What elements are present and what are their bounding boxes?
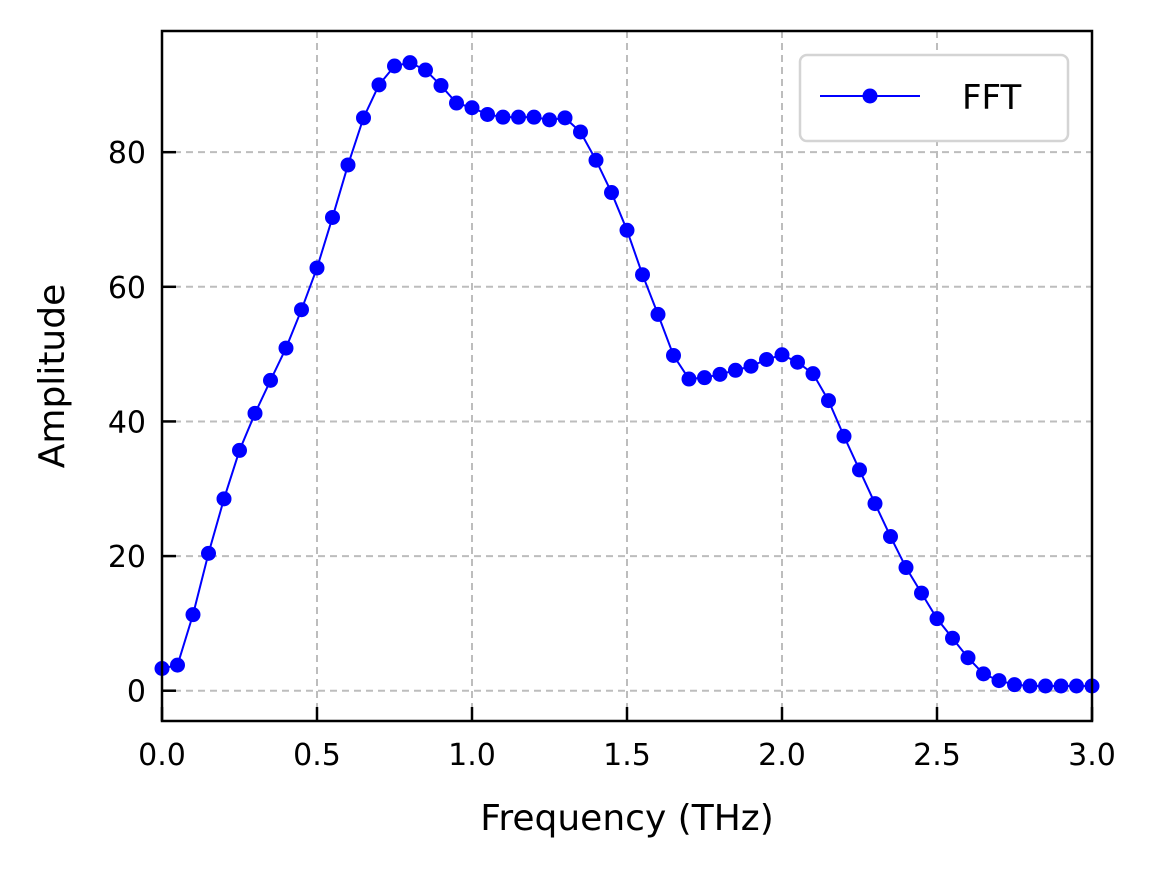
data-point-47 bbox=[883, 529, 898, 545]
y-tick-label-3: 60 bbox=[108, 271, 146, 306]
legend: FFT bbox=[798, 53, 1070, 143]
data-point-36 bbox=[712, 366, 728, 382]
data-point-58 bbox=[1053, 678, 1069, 694]
data-point-19 bbox=[449, 95, 464, 111]
data-point-43 bbox=[821, 393, 836, 409]
data-point-3 bbox=[201, 545, 216, 561]
x-tick-label-0: 0.0 bbox=[138, 738, 186, 773]
data-point-27 bbox=[573, 124, 588, 140]
data-point-54 bbox=[991, 673, 1007, 689]
data-point-25 bbox=[542, 112, 557, 128]
x-tick-label-4: 2.0 bbox=[758, 738, 806, 773]
data-point-45 bbox=[852, 462, 867, 478]
data-point-39 bbox=[759, 352, 774, 368]
data-point-33 bbox=[666, 347, 681, 363]
data-point-1 bbox=[170, 657, 185, 673]
x-tick-label-3: 1.5 bbox=[603, 738, 651, 773]
data-point-32 bbox=[650, 306, 666, 322]
data-point-9 bbox=[294, 302, 309, 318]
data-point-7 bbox=[263, 372, 278, 388]
x-tick-label-2: 1.0 bbox=[448, 738, 496, 773]
data-point-46 bbox=[867, 496, 883, 512]
data-point-42 bbox=[805, 366, 821, 382]
y-tick-label-1: 20 bbox=[108, 540, 146, 575]
data-point-30 bbox=[619, 222, 635, 238]
data-point-6 bbox=[247, 405, 263, 421]
data-point-18 bbox=[433, 78, 449, 94]
data-point-12 bbox=[340, 157, 356, 173]
data-point-50 bbox=[929, 611, 945, 627]
data-point-40 bbox=[774, 347, 790, 363]
y-axis-label: Amplitude bbox=[32, 284, 73, 468]
data-point-28 bbox=[588, 152, 604, 168]
data-point-29 bbox=[604, 185, 619, 201]
x-tick-label-5: 2.5 bbox=[913, 738, 961, 773]
grid-lines bbox=[162, 31, 1092, 721]
data-point-14 bbox=[371, 77, 387, 93]
data-point-31 bbox=[635, 267, 650, 283]
data-point-17 bbox=[418, 62, 433, 78]
data-point-22 bbox=[495, 109, 511, 125]
legend-marker-sample bbox=[862, 88, 878, 104]
data-point-10 bbox=[309, 260, 325, 276]
x-tick-label-6: 3.0 bbox=[1068, 738, 1116, 773]
axis-ticks: 0.0 0.5 1.0 1.5 2.0 2.5 3.0 0 20 40 60 80 bbox=[108, 136, 1116, 773]
data-point-16 bbox=[402, 55, 418, 71]
data-point-5 bbox=[232, 442, 247, 458]
data-point-59 bbox=[1069, 678, 1084, 694]
data-point-11 bbox=[325, 209, 340, 225]
data-point-26 bbox=[557, 110, 573, 126]
legend-box bbox=[798, 53, 1070, 143]
data-point-55 bbox=[1007, 677, 1022, 693]
data-point-8 bbox=[278, 340, 294, 356]
data-point-57 bbox=[1038, 678, 1053, 694]
data-point-41 bbox=[790, 354, 805, 370]
y-tick-label-0: 0 bbox=[127, 675, 146, 710]
data-point-21 bbox=[480, 106, 495, 122]
data-point-56 bbox=[1022, 678, 1038, 694]
data-point-20 bbox=[464, 100, 480, 116]
data-point-35 bbox=[697, 370, 712, 386]
data-point-48 bbox=[898, 560, 914, 576]
data-point-2 bbox=[185, 607, 201, 623]
series-layer bbox=[154, 55, 1100, 694]
data-point-37 bbox=[728, 362, 743, 378]
data-point-51 bbox=[945, 630, 960, 646]
data-point-13 bbox=[356, 110, 371, 126]
data-point-4 bbox=[216, 491, 232, 507]
data-point-23 bbox=[511, 109, 526, 125]
data-point-38 bbox=[743, 358, 759, 374]
data-point-49 bbox=[914, 585, 929, 601]
data-point-52 bbox=[960, 650, 976, 666]
data-point-24 bbox=[526, 109, 542, 125]
legend-label-fft: FFT bbox=[962, 78, 1022, 118]
data-point-44 bbox=[836, 428, 852, 444]
x-axis-label: Frequency (THz) bbox=[480, 798, 773, 839]
x-tick-label-1: 0.5 bbox=[293, 738, 341, 773]
y-tick-label-2: 40 bbox=[108, 405, 146, 440]
data-point-34 bbox=[681, 371, 697, 387]
y-tick-label-4: 80 bbox=[108, 136, 146, 171]
data-point-15 bbox=[387, 58, 402, 74]
data-point-53 bbox=[976, 666, 991, 682]
